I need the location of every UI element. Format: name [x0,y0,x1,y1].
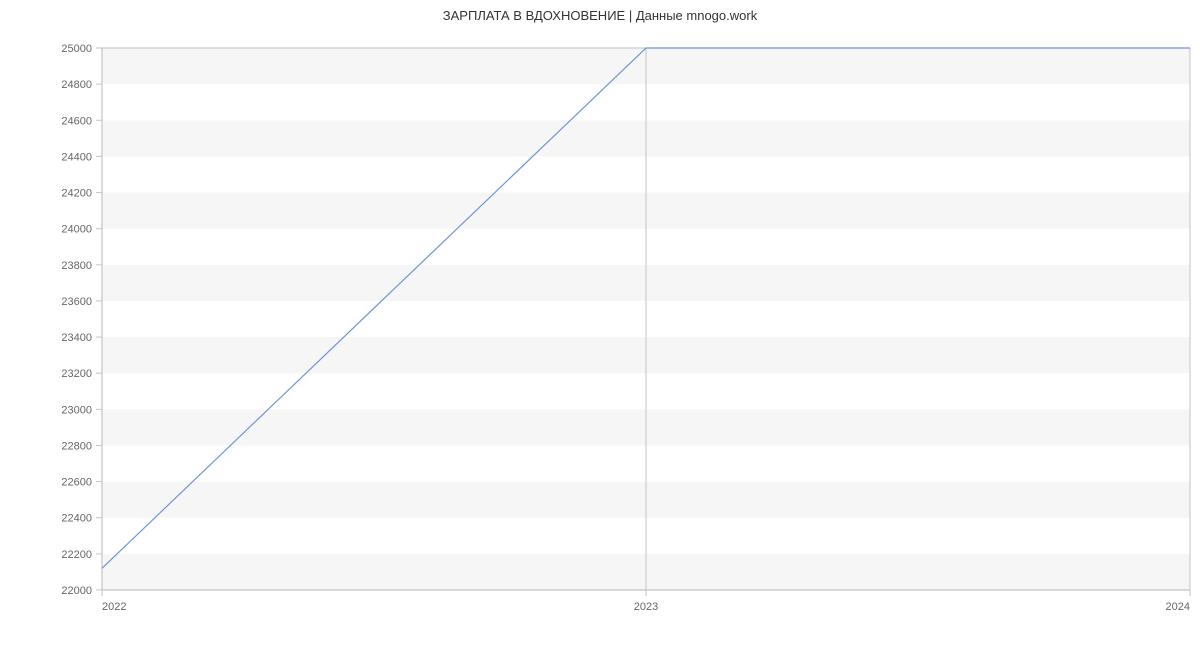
y-tick-label: 22000 [61,585,92,597]
x-tick-label: 2024 [1166,601,1190,613]
y-tick-label: 24400 [61,151,92,163]
y-tick-label: 23400 [61,332,92,344]
y-tick-label: 23600 [61,296,92,308]
y-tick-label: 24000 [61,224,92,236]
y-tick-label: 25000 [61,43,92,55]
y-tick-label: 22200 [61,549,92,561]
y-tick-label: 23200 [61,368,92,380]
y-tick-label: 24200 [61,188,92,200]
y-tick-label: 22600 [61,477,92,489]
x-tick-label: 2022 [102,601,126,613]
y-tick-label: 23800 [61,260,92,272]
y-tick-label: 22400 [61,513,92,525]
salary-line-chart: ЗАРПЛАТА В ВДОХНОВЕНИЕ | Данные mnogo.wo… [0,0,1200,650]
y-tick-label: 24800 [61,79,92,91]
x-tick-label: 2023 [634,601,658,613]
chart-svg: 22000 22200 22400 22600 22800 23000 23200 23400… [0,0,1200,650]
y-tick-label: 22800 [61,440,92,452]
y-tick-label: 24600 [61,115,92,127]
y-tick-label: 23000 [61,404,92,416]
